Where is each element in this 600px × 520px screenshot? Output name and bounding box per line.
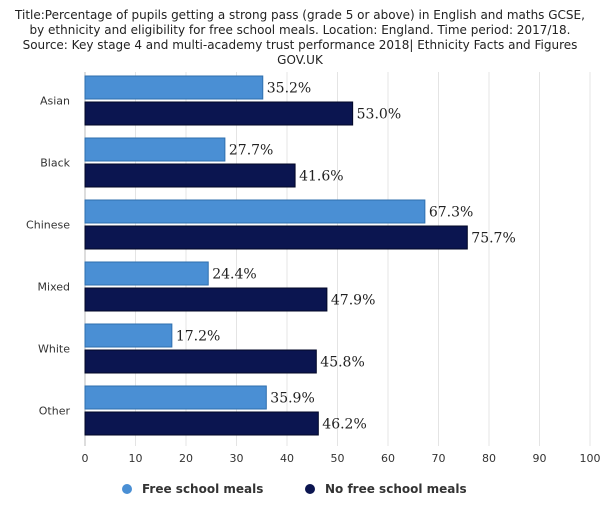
data-label: 46.2% [322, 417, 366, 433]
legend-marker [305, 484, 315, 494]
bar [84, 287, 328, 312]
category-label: Asian [40, 95, 70, 108]
x-tick-label: 60 [381, 452, 395, 465]
bars [84, 75, 468, 436]
data-label: 17.2% [176, 329, 220, 345]
x-tick-label: 70 [432, 452, 446, 465]
data-label: 35.2% [267, 81, 311, 97]
x-tick-label: 0 [82, 452, 89, 465]
x-tick-label: 50 [331, 452, 345, 465]
gridlines [84, 72, 591, 446]
bar [84, 225, 468, 250]
x-tick-label: 30 [230, 452, 244, 465]
x-tick-label: 40 [280, 452, 294, 465]
category-label: Black [40, 157, 70, 170]
bar [84, 411, 319, 436]
category-label: White [38, 343, 70, 356]
chart-title: Title:Percentage of pupils getting a str… [15, 8, 585, 67]
bar [84, 163, 296, 188]
legend: Free school meals No free school meals [122, 482, 467, 496]
data-label: 35.9% [270, 391, 314, 407]
data-label: 41.6% [299, 169, 343, 185]
bar [84, 75, 264, 100]
data-label: 75.7% [471, 231, 515, 247]
category-label: Other [39, 405, 71, 418]
bar [84, 349, 317, 374]
data-label: 27.7% [229, 143, 273, 159]
bar [84, 137, 226, 162]
data-label: 67.3% [429, 205, 473, 221]
data-labels: 35.2% 53.0% 27.7% 41.6% 67.3% 75.7% 24.4% 47.9%… [176, 81, 516, 433]
data-label: 24.4% [212, 267, 256, 283]
category-labels: Asian Black Chinese Mixed White Other [26, 95, 71, 418]
category-label: Chinese [26, 219, 70, 232]
bar [84, 101, 354, 126]
bar [84, 261, 209, 286]
legend-marker [122, 484, 132, 494]
legend-label: No free school meals [325, 482, 467, 496]
bar [84, 385, 267, 410]
x-tick-label: 20 [179, 452, 193, 465]
x-tick-label: 80 [482, 452, 496, 465]
legend-label: Free school meals [142, 482, 263, 496]
x-tick-label: 90 [533, 452, 547, 465]
x-axis-ticks: 0 10 20 30 40 50 60 70 80 90 100 [82, 452, 600, 465]
bar [84, 199, 426, 224]
data-label: 45.8% [320, 355, 364, 371]
x-tick-label: 10 [129, 452, 143, 465]
x-tick-label: 100 [580, 452, 600, 465]
bar [84, 323, 173, 348]
data-label: 47.9% [331, 293, 375, 309]
data-label: 53.0% [357, 107, 401, 123]
category-label: Mixed [38, 281, 70, 294]
